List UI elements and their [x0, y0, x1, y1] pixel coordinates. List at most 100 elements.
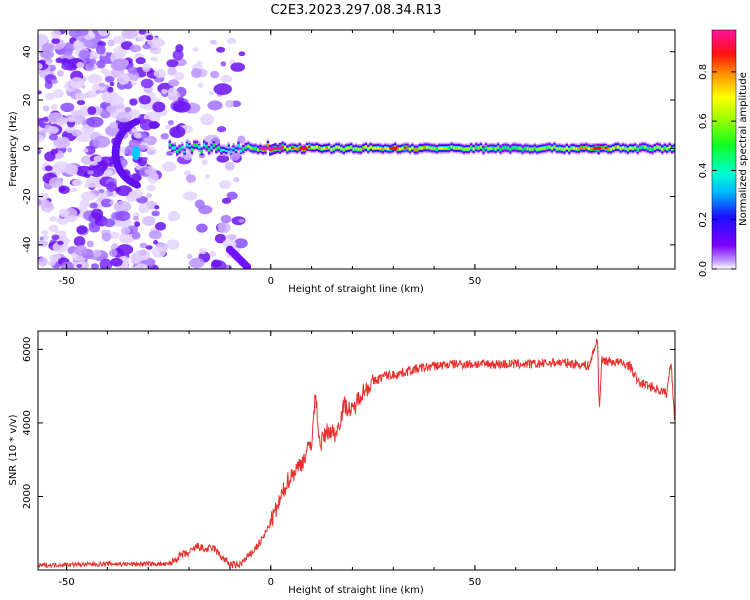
heatmap-hotspot [266, 146, 275, 150]
colorbar-label: Normalized spectral amplitude [738, 72, 749, 226]
heatmap-signal-cell [381, 148, 385, 151]
heatmap-noise-blob [56, 70, 65, 77]
heatmap-signal-cell [575, 147, 578, 150]
heatmap-signal-cell [372, 147, 375, 150]
heatmap-noise-blob [38, 62, 43, 70]
heatmap-noise-blob [118, 232, 136, 244]
heatmap-noise-blob [132, 215, 139, 221]
heatmap-signal-cell [538, 147, 542, 150]
heatmap-noise-blob [132, 212, 140, 218]
heatmap-noise-blob [55, 153, 62, 158]
heatmap-signal-cell [413, 148, 417, 151]
snr-frame [37, 330, 676, 571]
heatmap-signal-cell [543, 147, 546, 150]
spectrogram-xtick-label: 0 [268, 276, 274, 287]
snr-line-layer [38, 337, 675, 569]
heatmap-hotspot [593, 146, 602, 150]
heatmap-noise-blob [190, 68, 202, 79]
heatmap-noise-blob [90, 160, 98, 166]
heatmap-hotspot [389, 146, 398, 150]
heatmap-noise-blob [51, 234, 60, 240]
heatmap-signal-cell [636, 148, 640, 151]
heatmap-signal-cell [340, 147, 343, 150]
heatmap-noise-blob [98, 188, 105, 194]
heatmap-noise-blob [216, 46, 226, 53]
heatmap-signal-cell [315, 145, 319, 149]
heatmap-signal-cell [443, 147, 446, 150]
heatmap-signal-cell [423, 146, 426, 149]
spectrogram-frame [37, 29, 676, 270]
spectrogram-ytick-label: 0 [22, 145, 33, 151]
heatmap-noise-blob [138, 203, 150, 214]
heatmap-noise-blob [172, 101, 191, 113]
heatmap-noise-blob [58, 208, 70, 217]
heatmap-signal-cell [452, 146, 456, 149]
colorbar-tick-label: 0.0 [698, 261, 709, 277]
heatmap-noise-blob [98, 82, 106, 87]
heatmap-noise-blob [209, 70, 220, 79]
heatmap-noise-blob [128, 191, 137, 199]
heatmap-signal-cell [352, 148, 355, 151]
heatmap-noise-blob [116, 112, 132, 123]
heatmap-noise-blob [83, 39, 94, 48]
heatmap-signal-cell [582, 146, 586, 150]
heatmap-signal-cell [626, 148, 630, 151]
heatmap-noise-blob [76, 99, 86, 106]
heatmap-noise-blob [90, 263, 100, 269]
heatmap-noise-blob [69, 77, 85, 89]
heatmap-noise-blob [92, 135, 111, 148]
heatmap-noise-blob [220, 214, 232, 224]
heatmap-noise-blob [175, 44, 184, 53]
heatmap-noise-blob [38, 257, 48, 267]
heatmap-noise-blob [68, 216, 75, 222]
heatmap-noise-blob [87, 73, 102, 84]
heatmap-signal-cell [457, 146, 461, 150]
heatmap-noise-blob [182, 191, 198, 201]
heatmap-signal-cell [173, 146, 176, 149]
heatmap-signal-cell [479, 145, 483, 149]
heatmap-signal-cell [666, 147, 669, 150]
heatmap-noise-blob [45, 60, 51, 65]
heatmap-noise-blob [138, 30, 147, 35]
heatmap-noise-blob [43, 235, 50, 241]
heatmap-signal-cell [553, 145, 556, 148]
heatmap-noise-blob [209, 250, 217, 257]
chart-title: C2E3.2023.297.08.34.R13 [270, 3, 441, 18]
heatmap-noise-blob [142, 216, 156, 226]
heatmap-signal-cell [590, 147, 593, 151]
heatmap-noise-blob [103, 218, 116, 228]
heatmap-noise-blob [224, 161, 235, 171]
heatmap-noise-blob [104, 76, 115, 83]
heatmap-noise-blob [47, 126, 59, 134]
heatmap-noise-blob [67, 116, 76, 123]
heatmap-signal-cell [516, 147, 519, 150]
heatmap-noise-blob [51, 37, 61, 45]
heatmap-noise-blob [99, 258, 113, 269]
spectrogram-ytick-label: -20 [22, 188, 33, 204]
colorbar-tick-label: 0.8 [698, 64, 709, 80]
heatmap-signal-cell [435, 147, 439, 151]
heatmap-noise-blob [86, 116, 104, 128]
heatmap-noise-blob [65, 163, 78, 176]
heatmap-signal-cell [555, 147, 559, 150]
heatmap-noise-blob [151, 210, 160, 217]
heatmap-signal-cell [200, 150, 203, 153]
heatmap-signal-cell [416, 148, 419, 151]
heatmap-signal-cell [482, 148, 485, 151]
heatmap-noise-blob [135, 57, 146, 65]
colorbar-tick-label: 0.6 [698, 113, 709, 129]
heatmap-signal-cell [614, 146, 617, 149]
heatmap-signal-cell [376, 146, 380, 150]
heatmap-noise-blob [149, 45, 162, 55]
heatmap-signal-cell [489, 147, 493, 150]
heatmap-signal-cell [624, 147, 627, 150]
heatmap-signal-cell [313, 146, 316, 149]
heatmap-noise-blob [49, 215, 58, 222]
heatmap-noise-blob [87, 170, 95, 175]
heatmap-signal-cell [364, 145, 368, 149]
heatmap-noise-blob [167, 87, 178, 97]
heatmap-noise-blob [144, 137, 152, 142]
heatmap-noise-blob [71, 114, 86, 125]
heatmap-noise-blob [47, 112, 64, 123]
heatmap-noise-blob [109, 95, 124, 107]
